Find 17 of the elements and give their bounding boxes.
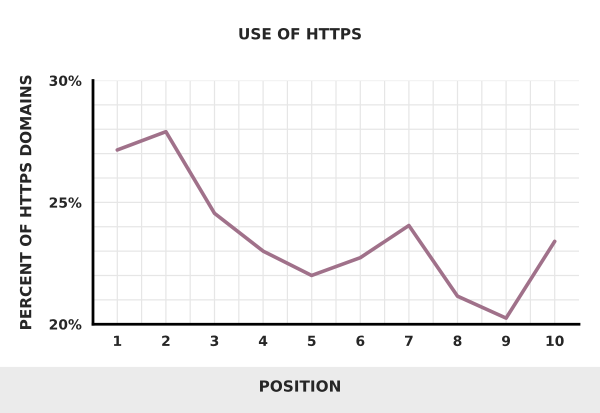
x-tick-label: 2 bbox=[162, 336, 170, 346]
line-series bbox=[115, 130, 557, 320]
y-tick-label: 30% bbox=[50, 76, 82, 86]
y-tick-label: 25% bbox=[50, 197, 82, 208]
x-tick-label: 1 bbox=[114, 336, 122, 346]
chart-title: USE OF HTTPS bbox=[239, 28, 361, 40]
x-axis-title: POSITION bbox=[260, 380, 340, 392]
x-tick-label: 6 bbox=[356, 336, 364, 346]
x-tick-label: 10 bbox=[546, 336, 564, 346]
x-tick-label: 9 bbox=[502, 336, 510, 346]
y-tick-label: 20% bbox=[50, 319, 82, 330]
y-axis-title: PERCENT OF HTTPS DOMAINS bbox=[20, 76, 32, 329]
x-tick-label: 8 bbox=[454, 336, 462, 346]
x-tick-label: 5 bbox=[308, 336, 316, 346]
x-tick-label: 7 bbox=[404, 336, 413, 346]
x-tick-label: 4 bbox=[258, 336, 268, 346]
x-tick-label: 3 bbox=[210, 336, 218, 346]
